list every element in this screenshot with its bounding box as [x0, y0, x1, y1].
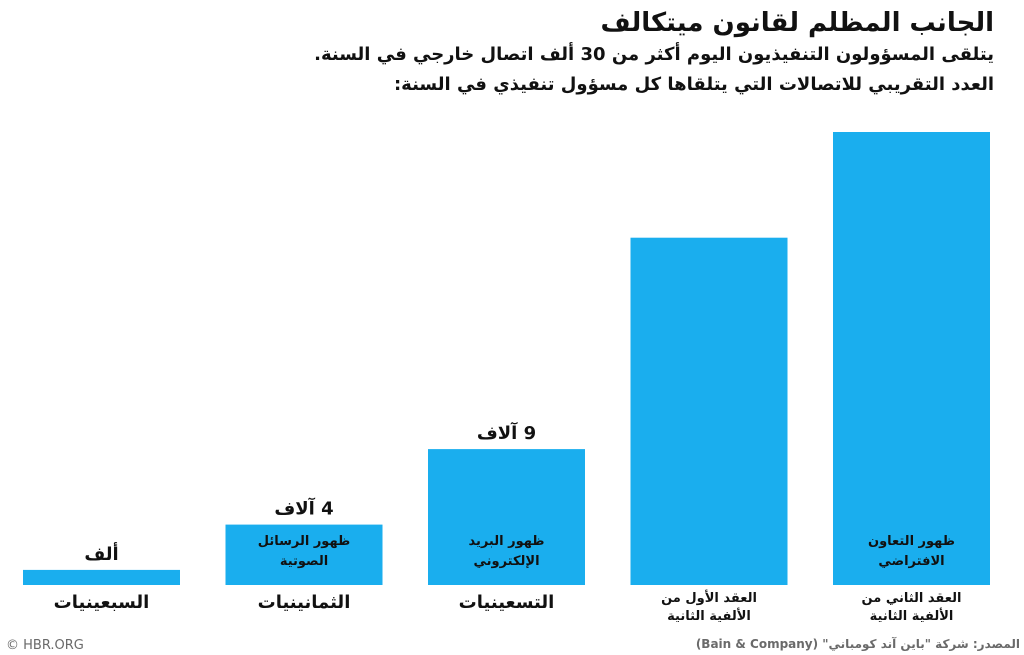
chart-description: العدد التقريبي للاتصالات التي يتلقاها كل…	[393, 74, 994, 95]
category-label-4-line-2: الألفية الثانية	[667, 607, 751, 624]
chart-subtitle: يتلقى المسؤولون التنفيذيون اليوم أكثر من…	[314, 44, 994, 65]
bar-3	[428, 449, 585, 585]
category-label-5-line-1: العقد الثاني من	[862, 591, 962, 606]
category-label-4-line-1: العقد الأول من	[661, 589, 757, 606]
bar-annotation-3-line-1: ظهور البريد	[468, 534, 544, 549]
chart-header: الجانب المظلم لقانون ميتكالف يتلقى المسؤ…	[314, 0, 994, 100]
value-label-1: ألف	[84, 542, 118, 565]
bar-2	[225, 524, 383, 585]
bar-annotation-3-line-2: الإلكتروني	[473, 554, 539, 569]
bar-4	[630, 237, 788, 585]
bar-annotation-5-line-2: الافتراضي	[878, 554, 944, 569]
bar-1	[23, 569, 180, 585]
value-label-3: 9 آلاف	[477, 421, 536, 444]
category-label-3: التسعينيات	[459, 592, 555, 613]
category-label-2: الثمانينيات	[258, 592, 351, 613]
source-note: المصدر: شركة "باين آند كومباني" (Bain & …	[695, 637, 1020, 651]
bar-annotation-2-line-1: ظهور الرسائل	[258, 534, 351, 549]
category-label-5-line-2: الألفية الثانية	[870, 607, 954, 624]
value-label-2: 4 آلاف	[274, 497, 333, 520]
category-label-1: السبعينيات	[54, 592, 150, 613]
bar-5	[833, 132, 990, 585]
bar-annotation-5-line-1: ظهور التعاون	[868, 534, 955, 549]
chart-title: الجانب المظلم لقانون ميتكالف	[600, 8, 994, 38]
bar-annotation-2-line-2: الصوتية	[280, 554, 328, 569]
hbr-brand: © HBR.ORG	[6, 638, 84, 653]
